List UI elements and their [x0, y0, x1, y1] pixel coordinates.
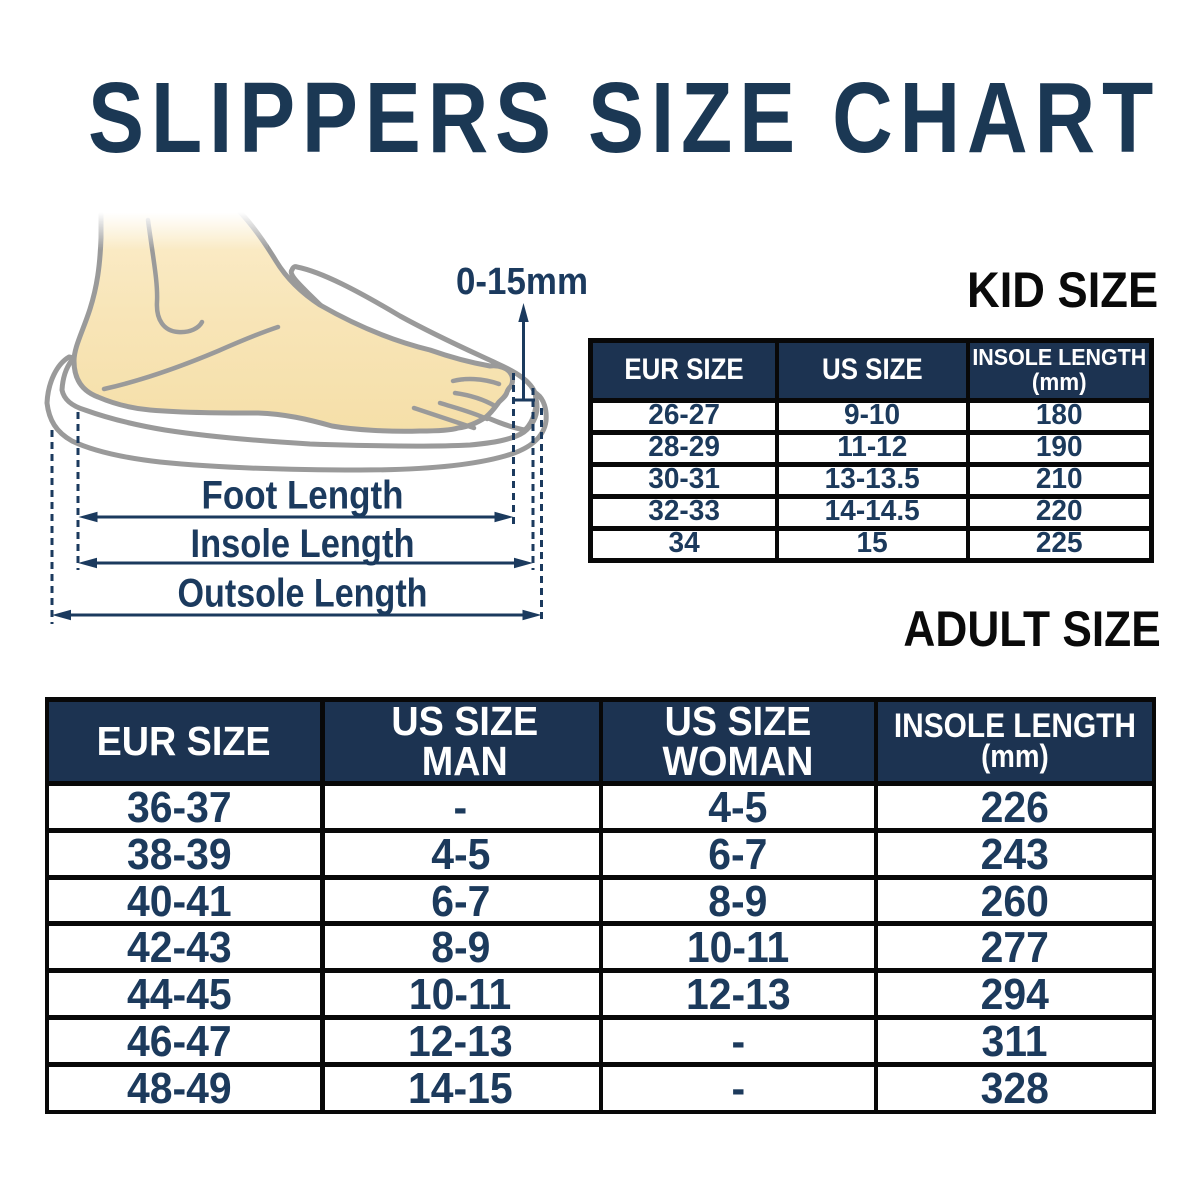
svg-text:Outsole Length: Outsole Length	[178, 572, 428, 616]
svg-text:Foot Length: Foot Length	[202, 474, 404, 518]
svg-text:Insole Length: Insole Length	[191, 522, 415, 566]
svg-text:0-15mm: 0-15mm	[456, 261, 588, 303]
